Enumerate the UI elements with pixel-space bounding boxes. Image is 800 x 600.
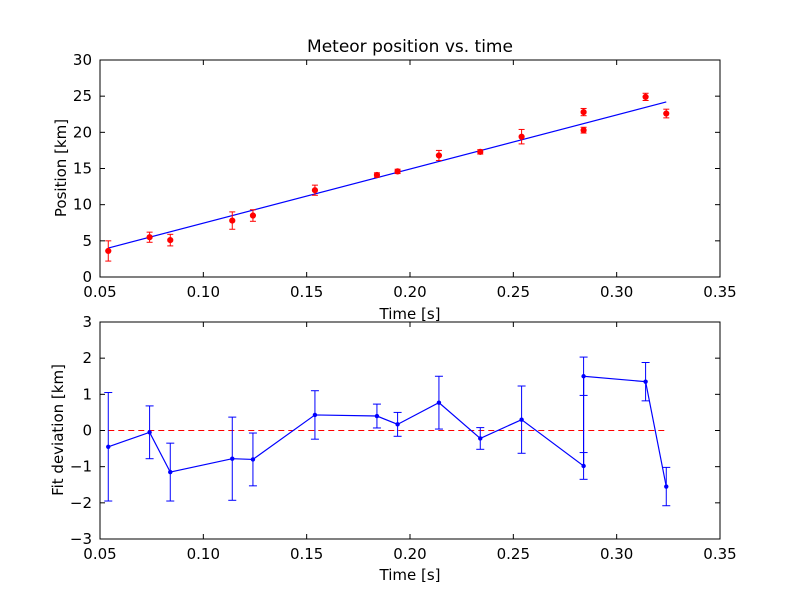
y-tick-label: 30	[73, 51, 92, 69]
y-tick-label: 5	[82, 232, 92, 250]
y-tick-label: −1	[70, 458, 92, 476]
data-point	[230, 456, 235, 461]
data-point	[478, 436, 483, 441]
y-tick-label: 0	[82, 268, 92, 286]
fit-line	[108, 101, 667, 249]
data-point	[580, 108, 587, 116]
y-tick-label: 1	[82, 385, 92, 403]
x-tick-label: 0.30	[600, 283, 633, 301]
x-tick-label: 0.10	[187, 545, 220, 563]
y-tick-label: 15	[73, 160, 92, 178]
data-point	[146, 234, 153, 241]
y-tick-label: 25	[73, 87, 92, 105]
deviation-chart: 0.05 0.10 0.15 0.20 0.25 0.30 0.35 −3 −2 −1 0 1 2 3 T…	[49, 313, 737, 584]
x-tick-label: 0.05	[83, 283, 116, 301]
y-tick-label: −3	[70, 530, 92, 548]
x-tick-label: 0.15	[290, 283, 323, 301]
x-tick-label: 0.15	[290, 545, 323, 563]
y-tick-label: 0	[82, 422, 92, 440]
x-tick-label: 0.10	[187, 283, 220, 301]
data-point	[642, 93, 649, 100]
data-point	[168, 469, 173, 475]
position-chart-title: Meteor position vs. time	[307, 37, 513, 57]
data-point	[312, 412, 318, 418]
x-tick-label: 0.25	[497, 545, 530, 563]
position-chart-marks	[105, 92, 670, 262]
y-tick-label: 2	[82, 349, 92, 367]
y-tick-label: 3	[82, 313, 92, 331]
data-point	[519, 417, 524, 422]
deviation-chart-ticks: 0.05 0.10 0.15 0.20 0.25 0.30 0.35 −3 −2 −1 0 1 2 3	[70, 313, 737, 563]
data-point	[664, 484, 669, 489]
data-point	[663, 110, 670, 117]
x-tick-label: 0.30	[600, 545, 633, 563]
data-point	[581, 374, 586, 379]
data-point	[147, 430, 152, 435]
x-tick-label: 0.35	[703, 283, 736, 301]
position-chart-x-label: Time [s]	[379, 305, 441, 323]
data-point	[250, 457, 256, 462]
position-chart-ticks: 0.05 0.10 0.15 0.20 0.25 0.30 0.35 0 5 10 15 20 25 30	[73, 51, 737, 301]
x-tick-label: 0.20	[393, 545, 426, 563]
data-point	[374, 413, 380, 419]
data-point	[394, 168, 401, 175]
x-tick-label: 0.20	[393, 283, 426, 301]
position-chart: Meteor position vs. time 0.05 0.10 0.15 0.2…	[52, 37, 737, 323]
data-point	[581, 463, 586, 469]
data-point	[395, 422, 400, 427]
data-point	[105, 247, 112, 255]
x-tick-label: 0.25	[497, 283, 530, 301]
data-point	[436, 400, 442, 405]
deviation-chart-marks	[104, 356, 671, 507]
data-point	[518, 133, 525, 140]
deviation-chart-x-label: Time [s]	[379, 566, 441, 584]
x-tick-label: 0.05	[83, 545, 116, 563]
data-point	[580, 127, 587, 134]
x-tick-label: 0.35	[703, 545, 736, 563]
data-point	[477, 148, 484, 155]
position-chart-y-label: Position [km]	[52, 119, 70, 217]
data-point	[373, 171, 381, 179]
data-point	[435, 152, 443, 159]
y-tick-label: −2	[70, 494, 92, 512]
data-point	[249, 212, 257, 219]
data-point	[643, 379, 648, 384]
y-tick-label: 10	[73, 196, 92, 214]
y-tick-label: 20	[73, 123, 92, 141]
data-point	[229, 217, 236, 224]
data-point	[167, 237, 174, 244]
deviation-chart-y-label: Fit deviation [km]	[49, 364, 67, 496]
data-point	[106, 444, 111, 449]
data-point	[311, 187, 319, 194]
